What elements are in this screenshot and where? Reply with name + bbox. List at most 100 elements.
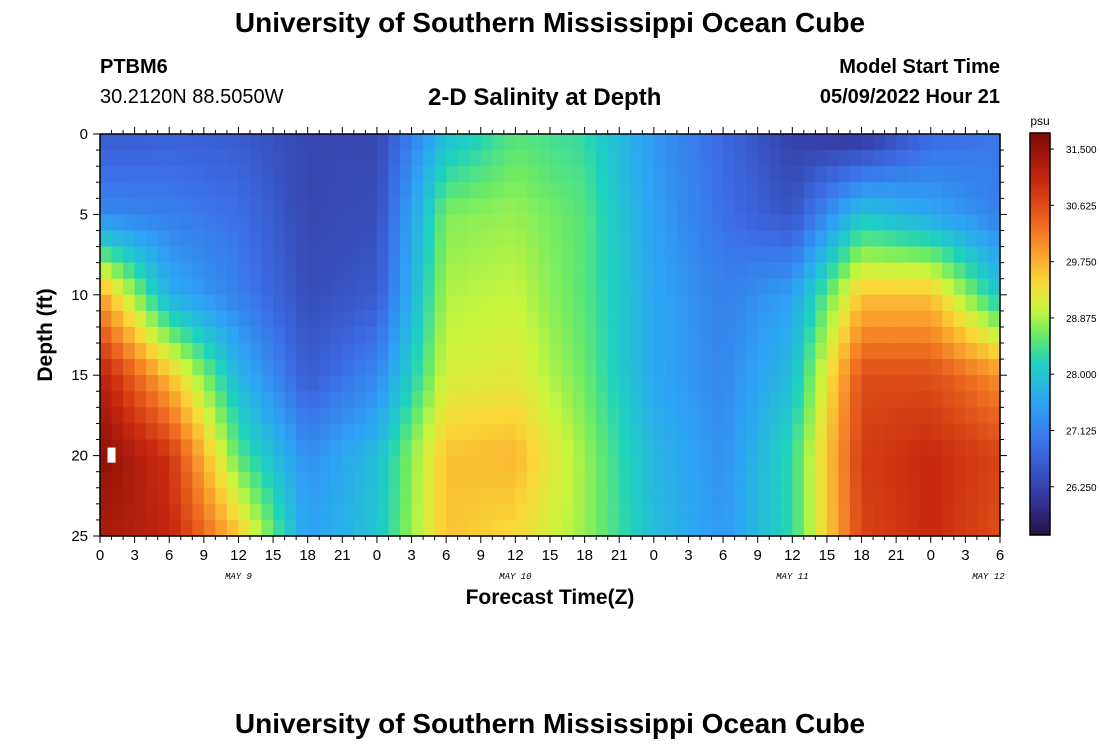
heatmap-cell bbox=[665, 230, 678, 248]
heatmap-cell bbox=[157, 278, 170, 296]
heatmap-cell bbox=[711, 503, 724, 521]
heatmap-cell bbox=[838, 455, 851, 473]
heatmap-cell bbox=[457, 423, 470, 441]
heatmap-cell bbox=[342, 150, 355, 167]
heatmap-cell bbox=[873, 375, 886, 392]
heatmap-cell bbox=[526, 391, 540, 408]
heatmap-cell bbox=[446, 198, 459, 215]
heatmap-cell bbox=[907, 423, 920, 441]
heatmap-cell bbox=[226, 391, 240, 408]
heatmap-cell bbox=[250, 214, 263, 232]
heatmap-cell bbox=[492, 150, 505, 167]
heatmap-cell bbox=[838, 487, 851, 505]
heatmap-cell bbox=[434, 326, 447, 344]
heatmap-cell bbox=[988, 391, 1001, 408]
heatmap-cell bbox=[642, 439, 655, 457]
heatmap-cell bbox=[307, 230, 320, 248]
heatmap-cell bbox=[480, 359, 493, 376]
heatmap-cell bbox=[261, 343, 274, 360]
heatmap-cell bbox=[653, 294, 666, 312]
heatmap-cell bbox=[169, 198, 182, 215]
heatmap-cell bbox=[665, 391, 678, 408]
heatmap-cell bbox=[123, 407, 136, 425]
heatmap-cell bbox=[561, 278, 574, 296]
heatmap-cell bbox=[873, 326, 886, 344]
heatmap-cell bbox=[676, 214, 690, 232]
heatmap-cell bbox=[930, 423, 943, 441]
heatmap-cell bbox=[515, 182, 528, 199]
heatmap-cell bbox=[146, 262, 159, 280]
x-axis-label: Forecast Time(Z) bbox=[466, 586, 635, 609]
heatmap-cell bbox=[919, 150, 932, 167]
heatmap-cell bbox=[296, 198, 309, 215]
heatmap-cell bbox=[688, 487, 701, 505]
heatmap-cell bbox=[815, 182, 828, 199]
heatmap-cell bbox=[111, 214, 124, 232]
heatmap-cell bbox=[400, 262, 413, 280]
heatmap-cell bbox=[919, 198, 932, 215]
heatmap-cell bbox=[169, 471, 182, 489]
heatmap-cell bbox=[803, 487, 816, 505]
heatmap-cell bbox=[642, 310, 655, 328]
heatmap-cell bbox=[688, 375, 701, 392]
heatmap-cell bbox=[746, 182, 759, 199]
heatmap-cell bbox=[907, 439, 920, 457]
heatmap-cell bbox=[492, 343, 505, 360]
y-tick-label: 20 bbox=[71, 448, 88, 465]
heatmap-cell bbox=[307, 150, 320, 167]
heatmap-cell bbox=[515, 278, 528, 296]
heatmap-cell bbox=[457, 166, 470, 183]
heatmap-cell bbox=[146, 375, 159, 392]
heatmap-cell bbox=[446, 310, 459, 328]
heatmap-cell bbox=[273, 423, 286, 441]
heatmap-cell bbox=[942, 214, 955, 232]
heatmap-cell bbox=[307, 326, 320, 344]
heatmap-cell bbox=[965, 471, 978, 489]
heatmap-cell bbox=[365, 262, 378, 280]
colorbar-tick-label: 30.625 bbox=[1066, 201, 1097, 212]
heatmap-cell bbox=[261, 359, 274, 376]
heatmap-cell bbox=[907, 487, 920, 505]
heatmap-cell bbox=[942, 198, 955, 215]
heatmap-cell bbox=[884, 391, 897, 408]
heatmap-cell bbox=[873, 423, 886, 441]
heatmap-cell bbox=[607, 310, 620, 328]
x-tick-label: 12 bbox=[507, 547, 524, 564]
heatmap-cell bbox=[123, 166, 136, 183]
heatmap-cell bbox=[215, 359, 228, 376]
heatmap-cell bbox=[596, 310, 609, 328]
heatmap-cell bbox=[400, 519, 413, 537]
heatmap-cell bbox=[676, 423, 690, 441]
heatmap-cell bbox=[630, 519, 643, 537]
heatmap-cell bbox=[307, 278, 320, 296]
heatmap-cell bbox=[734, 519, 747, 537]
heatmap-cell bbox=[665, 278, 678, 296]
colorbar-tick-label: 27.125 bbox=[1066, 426, 1097, 437]
heatmap-cell bbox=[353, 391, 366, 408]
heatmap-cell bbox=[792, 150, 805, 167]
heatmap-cell bbox=[538, 503, 551, 521]
heatmap-cell bbox=[238, 182, 251, 199]
heatmap-cell bbox=[861, 198, 874, 215]
heatmap-cell bbox=[503, 262, 516, 280]
heatmap-cell bbox=[746, 310, 759, 328]
heatmap-cell bbox=[503, 455, 516, 473]
heatmap-cell bbox=[503, 503, 516, 521]
heatmap-cell bbox=[976, 294, 990, 312]
heatmap-cell bbox=[642, 423, 655, 441]
heatmap-cell bbox=[803, 519, 816, 537]
heatmap-cell bbox=[157, 326, 170, 344]
heatmap-cell bbox=[792, 423, 805, 441]
heatmap-cell bbox=[319, 182, 332, 199]
heatmap-cell bbox=[111, 294, 124, 312]
heatmap-cell bbox=[480, 214, 493, 232]
heatmap-cell bbox=[111, 423, 124, 441]
heatmap-cell bbox=[503, 134, 516, 151]
heatmap-cell bbox=[146, 503, 159, 521]
heatmap-cell bbox=[942, 439, 955, 457]
heatmap-cell bbox=[861, 326, 874, 344]
heatmap-cell bbox=[469, 487, 482, 505]
heatmap-cell bbox=[688, 326, 701, 344]
heatmap-cell bbox=[134, 359, 147, 376]
heatmap-cell bbox=[803, 391, 816, 408]
